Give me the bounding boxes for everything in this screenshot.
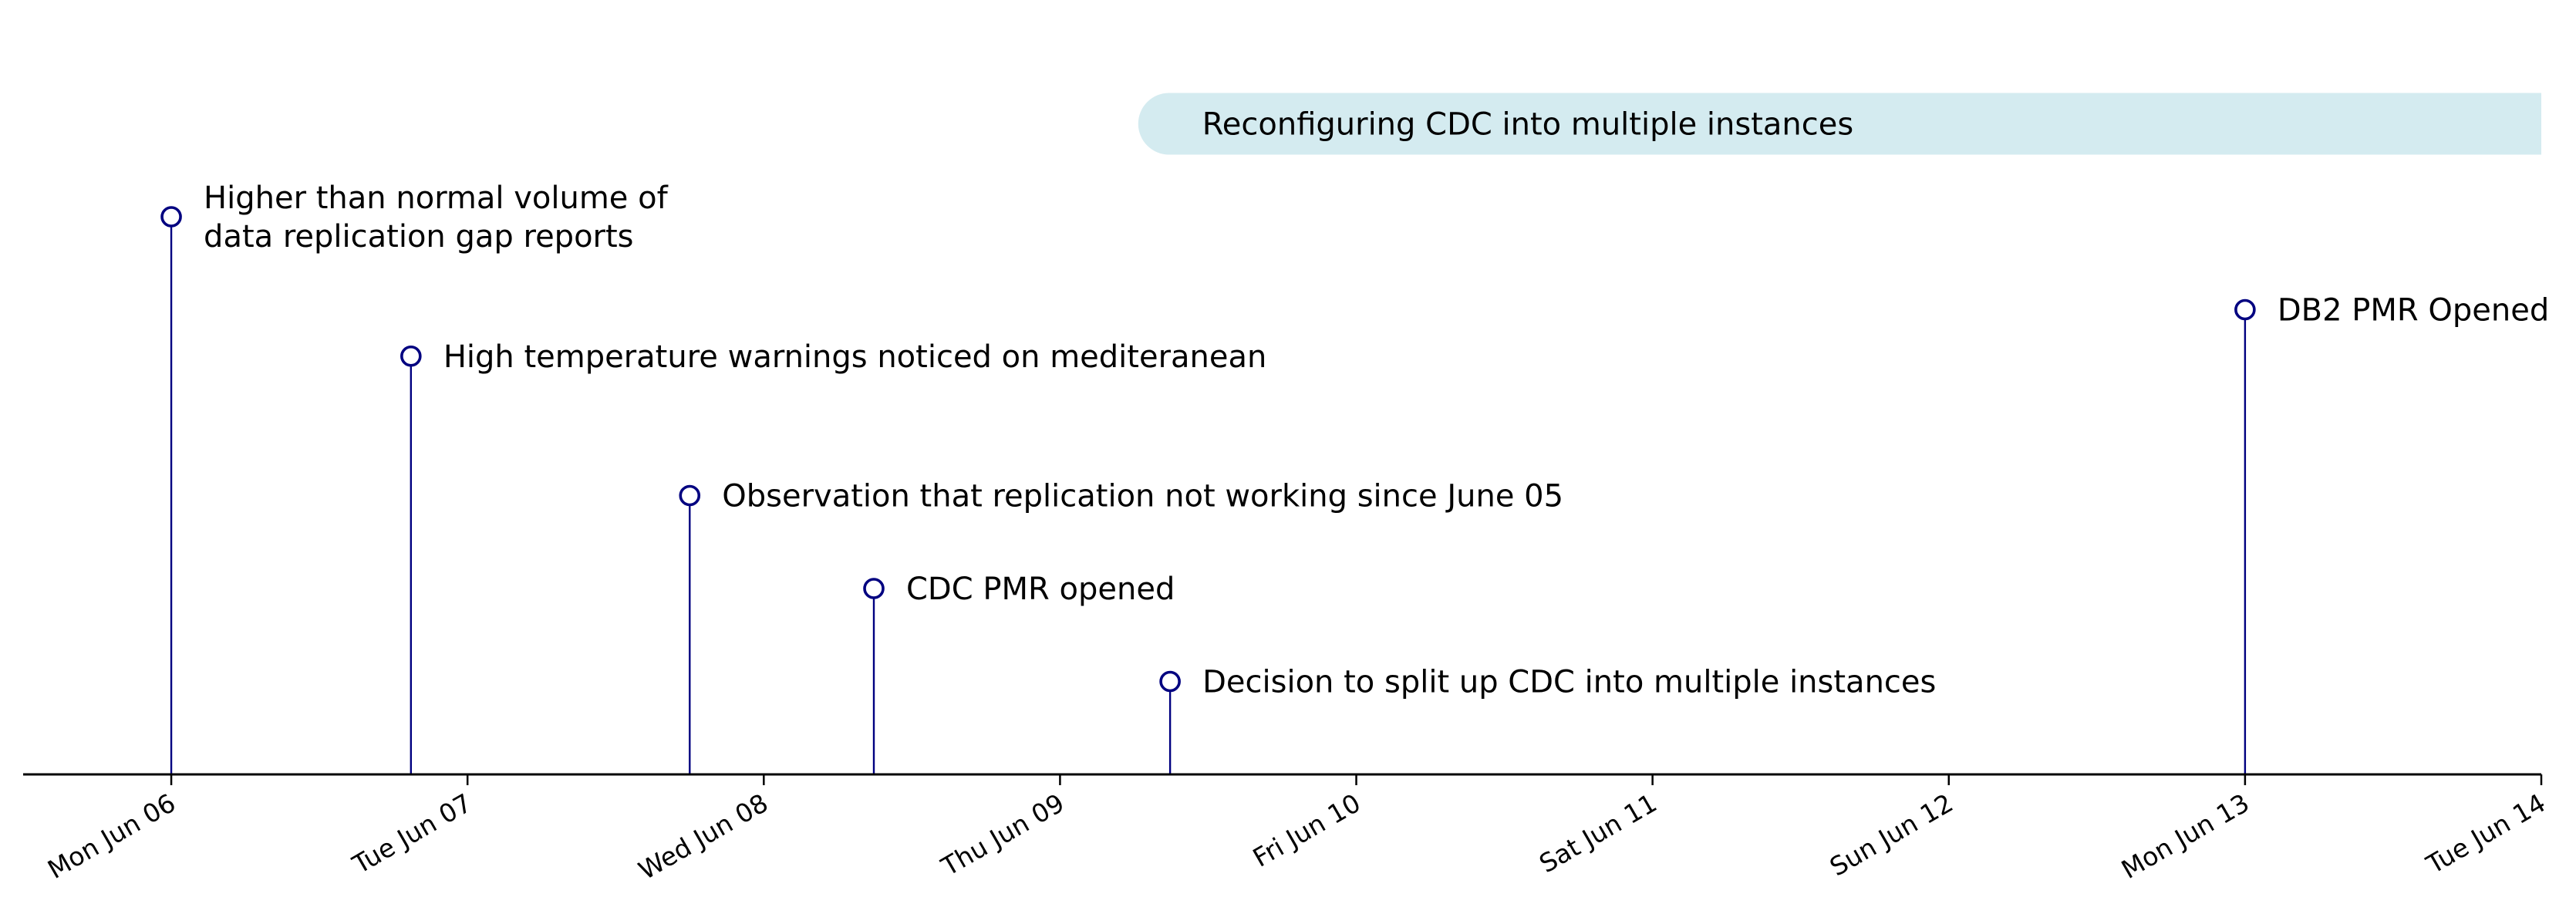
event-marker (863, 578, 885, 599)
x-tick-label: Mon Jun 06 (42, 788, 180, 885)
event-label: CDC PMR opened (906, 572, 1175, 607)
event-marker (160, 206, 182, 228)
event-marker (1159, 670, 1181, 693)
event-label: Decision to split up CDC into multiple i… (1202, 665, 1936, 700)
x-tick-label: Sun Jun 12 (1825, 788, 1958, 882)
x-tick-label: Sat Jun 11 (1534, 788, 1662, 879)
event-marker (679, 484, 701, 507)
event-label: Observation that replication not working… (722, 479, 1563, 514)
x-tick-label: Wed Jun 08 (633, 788, 773, 885)
x-tick-label: Thu Jun 09 (936, 788, 1069, 882)
periods-layer: Reconfiguring CDC into multiple instance… (1138, 93, 2541, 155)
period-label: Reconfiguring CDC into multiple instance… (1202, 107, 1853, 143)
event-marker (2234, 298, 2256, 321)
event-label: Higher than normal volume of (204, 180, 669, 216)
event-marker (400, 345, 422, 367)
x-tick-label: Fri Jun 10 (1248, 788, 1366, 873)
event-label: DB2 PMR Opened (2278, 293, 2549, 329)
x-axis: Mon Jun 06 Tue Jun 07 Wed Jun 08 Thu Jun 09… (23, 773, 2551, 885)
x-tick-label: Tue Jun 14 (2421, 788, 2551, 880)
event-label: data replication gap reports (204, 219, 633, 255)
x-tick-label: Mon Jun 13 (2116, 788, 2254, 885)
x-tick-label: Tue Jun 07 (347, 788, 477, 880)
period-bar (1138, 93, 2541, 155)
event-label: High temperature warnings noticed on med… (443, 339, 1267, 375)
